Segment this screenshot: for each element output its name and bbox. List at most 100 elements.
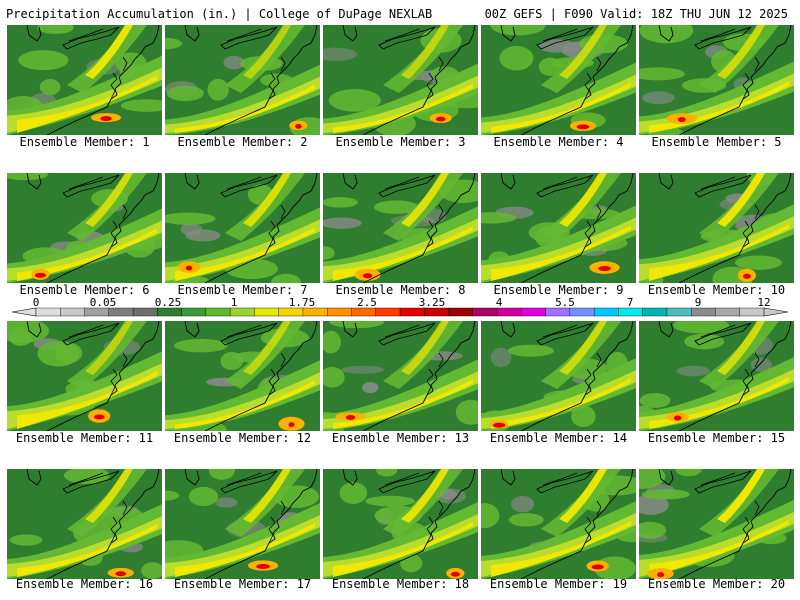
precip-map: [639, 25, 794, 135]
colorbar-segment: [351, 307, 377, 317]
colorbar-segment: [666, 307, 692, 317]
member-panel: [481, 469, 636, 579]
member-panel: [323, 25, 478, 135]
colorbar-segment: [229, 307, 255, 317]
colorbar-segment: [327, 307, 352, 317]
member-label: Ensemble Member: 3: [335, 135, 466, 149]
precip-map: [323, 173, 478, 283]
colorbar-segment: [205, 307, 231, 317]
colorbar-right-arrow: [763, 307, 789, 317]
precip-map: [481, 173, 636, 283]
precip-map: [7, 25, 162, 135]
colorbar-tick-label: 3.25: [418, 296, 446, 309]
precip-map: [639, 321, 794, 431]
colorbar-segment: [691, 307, 716, 317]
member-panel: [165, 321, 320, 431]
colorbar-segment: [472, 307, 498, 317]
member-label: Ensemble Member: 15: [647, 431, 786, 445]
colorbar-tick-label: 1.75: [288, 296, 316, 309]
colorbar-segment: [593, 307, 619, 317]
member-label: Ensemble Member: 17: [173, 577, 312, 591]
precip-map: [165, 25, 320, 135]
colorbar-segment: [302, 307, 328, 317]
member-panel: [323, 321, 478, 431]
member-label: Ensemble Member: 11: [15, 431, 154, 445]
precip-map: [323, 321, 478, 431]
colorbar-segment: [254, 307, 280, 317]
member-label: Ensemble Member: 5: [651, 135, 782, 149]
colorbar-segment: [84, 307, 110, 317]
colorbar-tick-label: 4: [495, 296, 503, 309]
colorbar-segment: [278, 307, 304, 317]
colorbar-segment: [739, 307, 765, 317]
colorbar-segment: [181, 307, 207, 317]
colorbar-segment: [157, 307, 183, 317]
colorbar-left-arrow: [11, 307, 37, 317]
colorbar-segment: [375, 307, 401, 317]
colorbar-tick-label: 0.25: [154, 296, 182, 309]
precip-map: [481, 321, 636, 431]
precip-map: [7, 321, 162, 431]
member-label: Ensemble Member: 2: [177, 135, 308, 149]
colorbar-segment: [521, 307, 547, 317]
colorbar-tick-label: 9: [694, 296, 702, 309]
colorbar-tick-label: 12: [757, 296, 771, 309]
member-label: Ensemble Member: 20: [647, 577, 786, 591]
precip-map: [7, 469, 162, 579]
member-panel: [323, 173, 478, 283]
colorbar-segment: [132, 307, 158, 317]
colorbar-segment: [35, 307, 61, 317]
member-panel: [165, 173, 320, 283]
precip-map: [639, 469, 794, 579]
member-label: Ensemble Member: 10: [647, 283, 786, 297]
member-label: Ensemble Member: 19: [489, 577, 628, 591]
colorbar-tick-label: 1: [230, 296, 238, 309]
member-panel: [639, 469, 794, 579]
member-label: Ensemble Member: 8: [335, 283, 466, 297]
colorbar-segment: [399, 307, 425, 317]
colorbar-segment: [424, 307, 450, 317]
member-panel: [481, 25, 636, 135]
member-panel: [7, 469, 162, 579]
colorbar-segment: [569, 307, 595, 317]
colorbar-segment: [715, 307, 741, 317]
member-label: Ensemble Member: 4: [493, 135, 624, 149]
map-title: Precipitation Accumulation (in.) | Colle…: [6, 7, 433, 21]
colorbar-segment: [60, 307, 86, 317]
member-panel: [639, 321, 794, 431]
colorbar-segment: [545, 307, 571, 317]
member-panel: [323, 469, 478, 579]
colorbar-tick-label: 5.5: [555, 296, 575, 309]
precip-map: [639, 173, 794, 283]
colorbar-tick-label: 0: [32, 296, 40, 309]
member-label: Ensemble Member: 7: [177, 283, 308, 297]
member-panel: [481, 173, 636, 283]
precip-map: [323, 469, 478, 579]
member-panel: [165, 25, 320, 135]
member-panel: [639, 173, 794, 283]
colorbar-segment: [618, 307, 644, 317]
precip-map: [323, 25, 478, 135]
precip-map: [165, 173, 320, 283]
colorbar-tick-label: 2.5: [357, 296, 377, 309]
precip-map: [481, 469, 636, 579]
colorbar-segment: [448, 307, 474, 317]
member-label: Ensemble Member: 6: [19, 283, 150, 297]
member-panel: [639, 25, 794, 135]
member-label: Ensemble Member: 13: [331, 431, 470, 445]
precip-map: [481, 25, 636, 135]
precip-colorbar: [11, 307, 789, 317]
member-label: Ensemble Member: 9: [493, 283, 624, 297]
precip-map: [165, 321, 320, 431]
member-panel: [165, 469, 320, 579]
member-panel: [7, 173, 162, 283]
precip-map: [165, 469, 320, 579]
member-label: Ensemble Member: 12: [173, 431, 312, 445]
member-label: Ensemble Member: 14: [489, 431, 628, 445]
member-label: Ensemble Member: 18: [331, 577, 470, 591]
colorbar-segment: [108, 307, 134, 317]
precip-map: [7, 173, 162, 283]
member-panel: [7, 321, 162, 431]
run-valid-time: 00Z GEFS | F090 Valid: 18Z THU JUN 12 20…: [484, 7, 788, 21]
colorbar-segment: [496, 307, 522, 317]
